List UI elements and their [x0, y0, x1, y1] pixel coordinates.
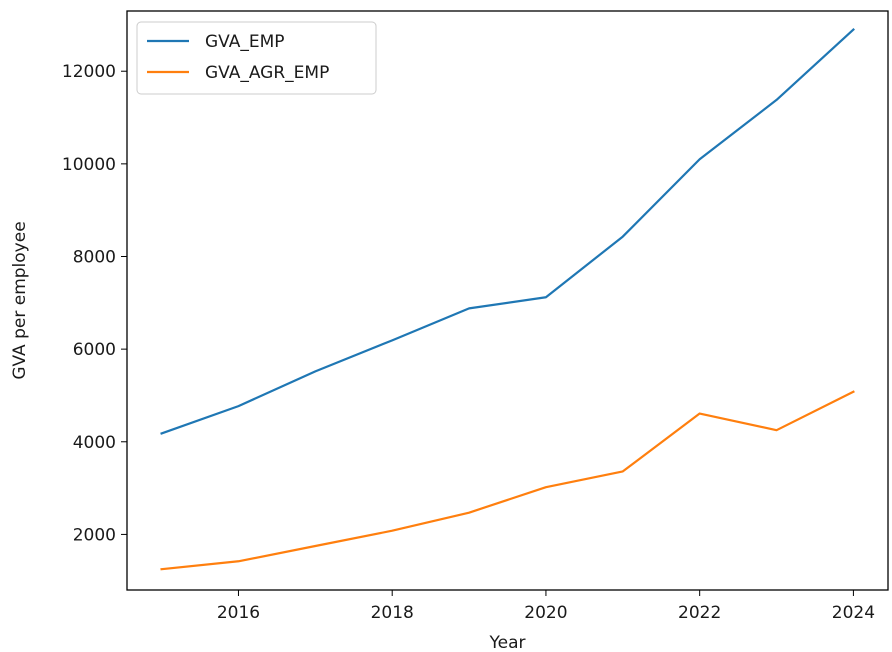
legend-label: GVA_EMP [205, 32, 285, 52]
y-axis-label: GVA per employee [10, 221, 30, 379]
x-axis-label: Year [489, 633, 526, 652]
series-lines [160, 27, 855, 571]
legend-box [136, 21, 377, 95]
legend: GVA_EMP GVA_AGR_EMP [136, 21, 377, 95]
y-axis: 2000 4000 6000 8000 10000 12000 [62, 62, 127, 545]
y-tick-label: 2000 [73, 525, 116, 545]
x-tick-label: 2016 [217, 603, 260, 623]
series-line-gva-emp [160, 27, 855, 435]
x-tick-label: 2024 [832, 603, 875, 623]
x-axis: 2016 2018 2020 2022 2024 [217, 590, 875, 623]
y-tick-label: 8000 [73, 247, 116, 267]
x-tick-label: 2022 [678, 603, 721, 623]
y-tick-label: 10000 [62, 155, 116, 175]
legend-label: GVA_AGR_EMP [205, 63, 329, 83]
y-tick-label: 6000 [73, 340, 116, 360]
plot-area [126, 10, 889, 591]
series-line-gva-agr-emp [160, 390, 855, 571]
y-tick-label: 4000 [73, 433, 116, 453]
x-tick-label: 2018 [371, 603, 414, 623]
x-tick-label: 2020 [524, 603, 567, 623]
y-tick-label: 12000 [62, 62, 116, 82]
